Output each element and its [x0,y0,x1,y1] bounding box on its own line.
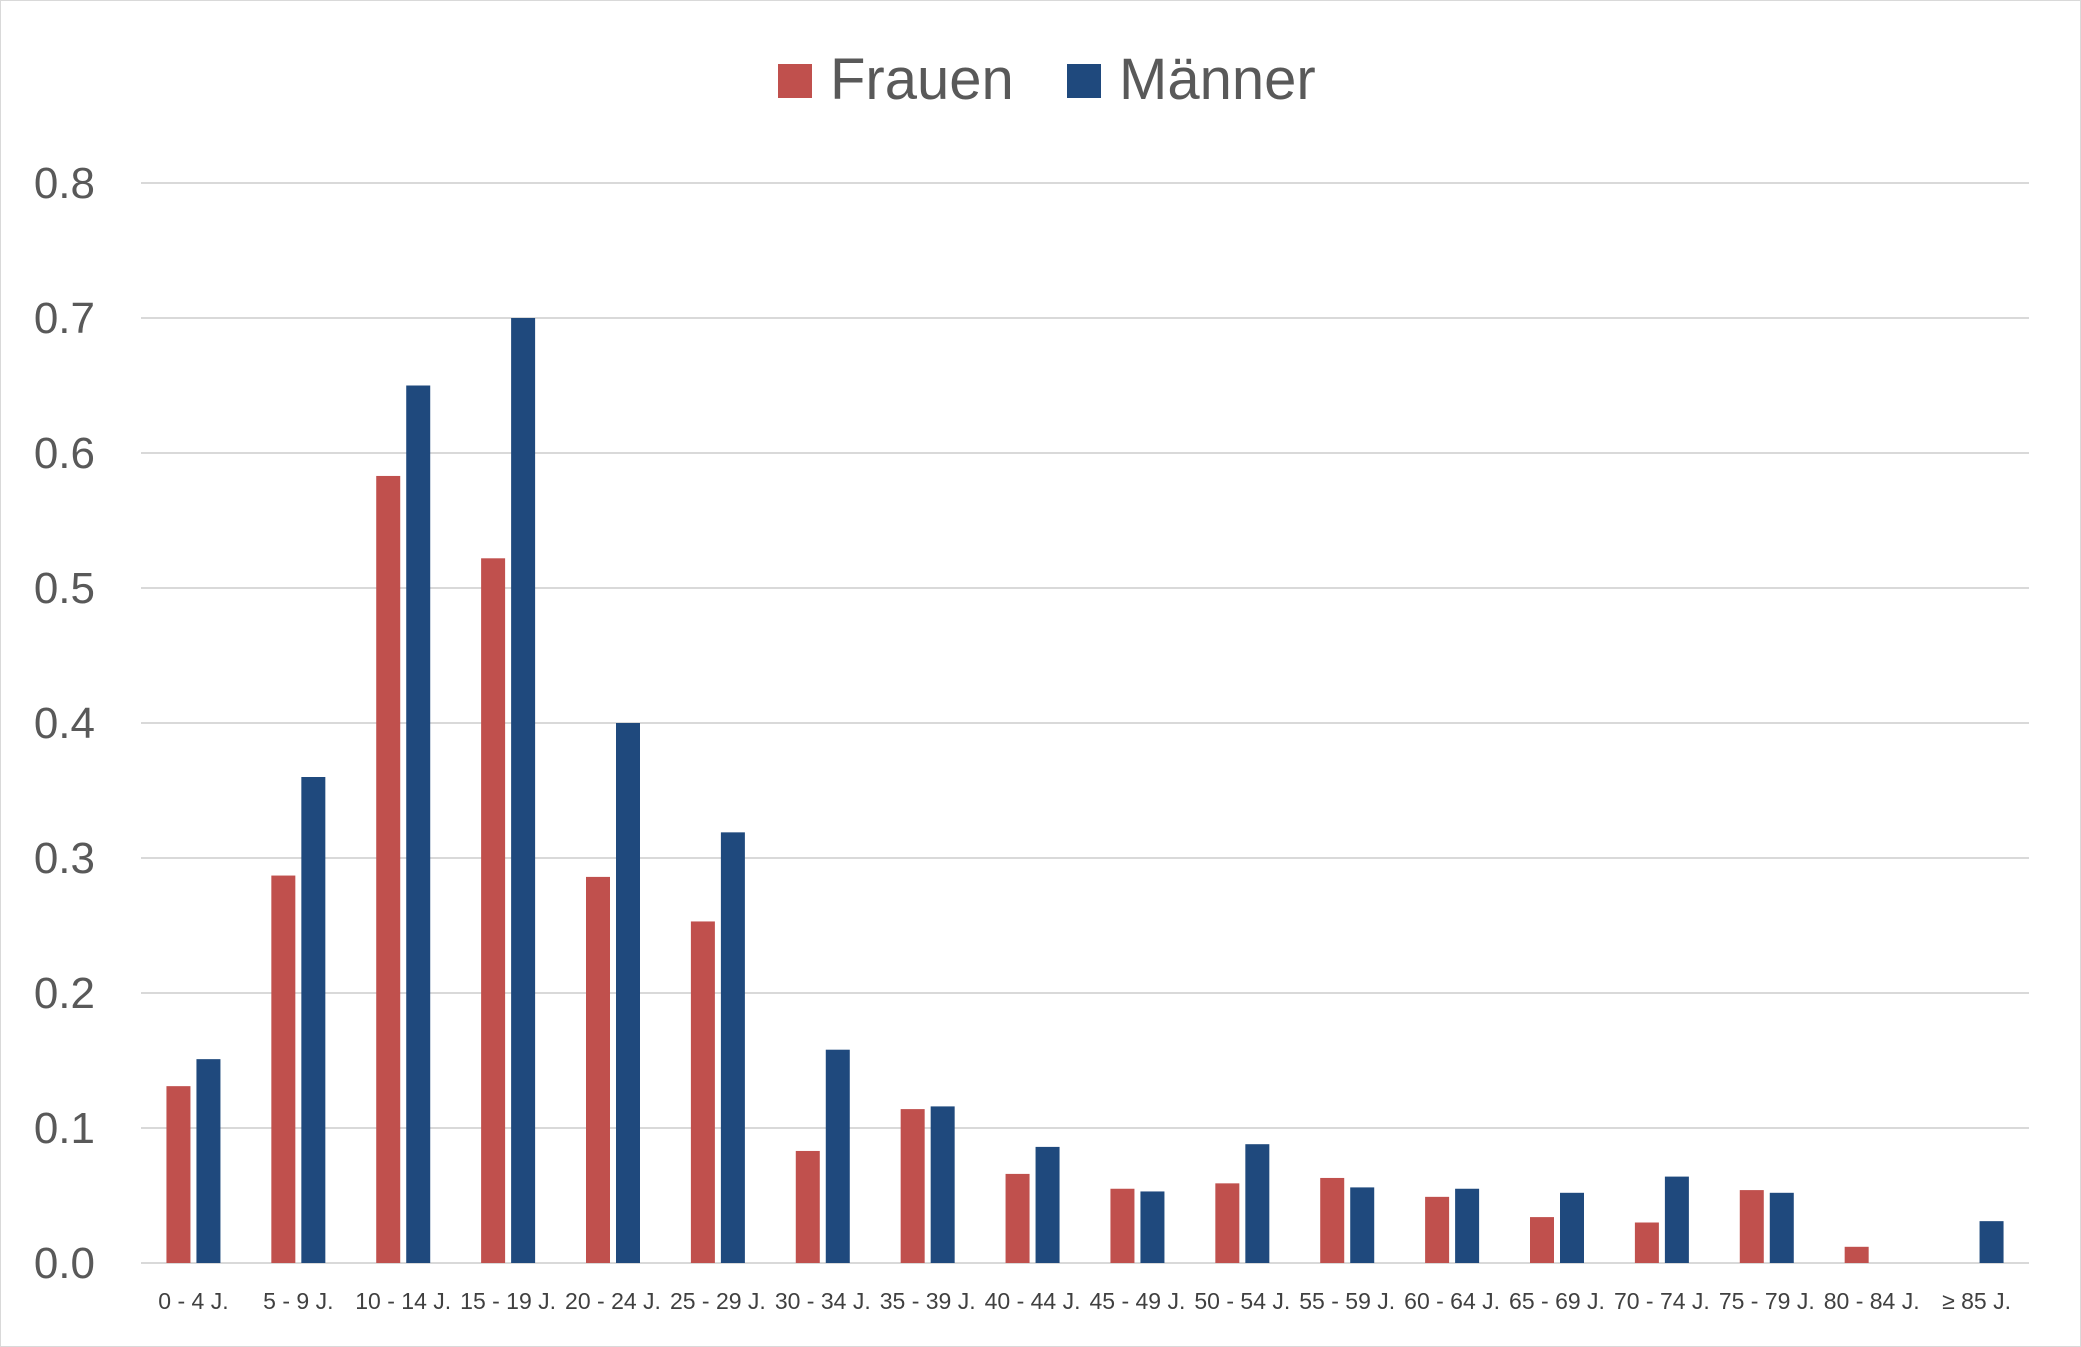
y-tick-label-0-1: 0.1 [34,1104,95,1153]
bar-maenner-55-59-j [1350,1187,1375,1263]
bar-frauen-45-49-j [1110,1188,1135,1263]
x-tick-label-45-49-j: 45 - 49 J. [1089,1288,1185,1314]
y-axis-labels: 0.0 0.1 0.2 0.3 0.4 0.5 0.6 0.7 0.8 [34,159,95,1288]
bar-frauen-55-59-j [1320,1177,1345,1263]
x-tick-label-55-59-j: 55 - 59 J. [1299,1288,1395,1314]
bar-maenner-30-34-j [825,1049,850,1263]
bar-frauen-40-44-j [1005,1173,1030,1263]
bar-maenner-65-69-j [1560,1192,1584,1263]
bar-maenner-70-74-j [1664,1176,1689,1263]
y-tick-label-0-0: 0.0 [34,1239,95,1288]
y-tick-label-0-4: 0.4 [34,699,95,748]
bar-maenner-35-39-j [930,1106,955,1263]
gridlines [141,182,2029,1264]
x-tick-label-65-69-j: 65 - 69 J. [1509,1288,1605,1314]
legend-label-maenner: Männer [1119,47,1316,112]
x-tick-label-ge-85-j: ≥ 85 J. [1942,1288,2011,1314]
legend-swatch-maenner [1067,64,1101,98]
bar-maenner-ge-85-j [1979,1221,2004,1263]
bar-frauen-0-4-j [166,1086,191,1263]
bar-frauen-80-84-j [1844,1246,1869,1263]
bar-frauen-35-39-j [900,1109,925,1263]
y-tick-label-0-2: 0.2 [34,969,95,1018]
bars [166,318,2004,1263]
y-tick-label-0-5: 0.5 [34,564,95,613]
x-tick-label-40-44-j: 40 - 44 J. [985,1288,1081,1314]
x-tick-label-70-74-j: 70 - 74 J. [1614,1288,1710,1314]
bar-maenner-25-29-j [720,832,745,1263]
bar-frauen-70-74-j [1634,1222,1659,1263]
x-tick-label-25-29-j: 25 - 29 J. [670,1288,766,1314]
y-tick-label-0-3: 0.3 [34,834,95,883]
bar-frauen-50-54-j [1215,1183,1240,1263]
bar-maenner-45-49-j [1140,1191,1165,1263]
legend-label-frauen: Frauen [830,47,1014,112]
bar-frauen-75-79-j [1739,1190,1764,1263]
x-tick-label-10-14-j: 10 - 14 J. [355,1288,451,1314]
y-tick-label-0-6: 0.6 [34,429,95,478]
bar-maenner-0-4-j [196,1059,221,1263]
x-axis-labels: 0 - 4 J. 5 - 9 J. 10 - 14 J. 15 - 19 J. 20 -… [158,1288,2011,1314]
bar-maenner-75-79-j [1769,1192,1794,1263]
x-tick-label-15-19-j: 15 - 19 J. [460,1288,556,1314]
bar-maenner-15-19-j [511,318,536,1263]
x-tick-label-75-79-j: 75 - 79 J. [1719,1288,1815,1314]
bar-frauen-20-24-j [586,876,610,1263]
y-tick-label-0-8: 0.8 [34,159,95,208]
x-tick-label-60-64-j: 60 - 64 J. [1404,1288,1500,1314]
x-tick-label-0-4-j: 0 - 4 J. [158,1288,228,1314]
bar-frauen-30-34-j [795,1150,820,1263]
bar-maenner-40-44-j [1035,1146,1060,1263]
y-tick-label-0-7: 0.7 [34,294,95,343]
bar-maenner-5-9-j [301,777,326,1263]
x-tick-label-5-9-j: 5 - 9 J. [263,1288,333,1314]
bar-maenner-20-24-j [616,723,640,1263]
x-tick-label-50-54-j: 50 - 54 J. [1194,1288,1290,1314]
bar-frauen-60-64-j [1425,1196,1450,1263]
x-tick-label-35-39-j: 35 - 39 J. [880,1288,976,1314]
x-tick-label-30-34-j: 30 - 34 J. [775,1288,871,1314]
bar-maenner-50-54-j [1245,1144,1270,1263]
bar-frauen-5-9-j [271,875,296,1263]
bar-maenner-60-64-j [1455,1188,1480,1263]
bar-frauen-10-14-j [376,475,401,1263]
legend: Frauen Männer [778,47,1316,112]
bar-maenner-10-14-j [406,385,431,1263]
bar-frauen-65-69-j [1530,1217,1554,1263]
x-tick-label-20-24-j: 20 - 24 J. [565,1288,661,1314]
legend-swatch-frauen [778,64,812,98]
bar-frauen-25-29-j [690,921,715,1263]
x-tick-label-80-84-j: 80 - 84 J. [1824,1288,1920,1314]
bar-frauen-15-19-j [481,558,506,1263]
